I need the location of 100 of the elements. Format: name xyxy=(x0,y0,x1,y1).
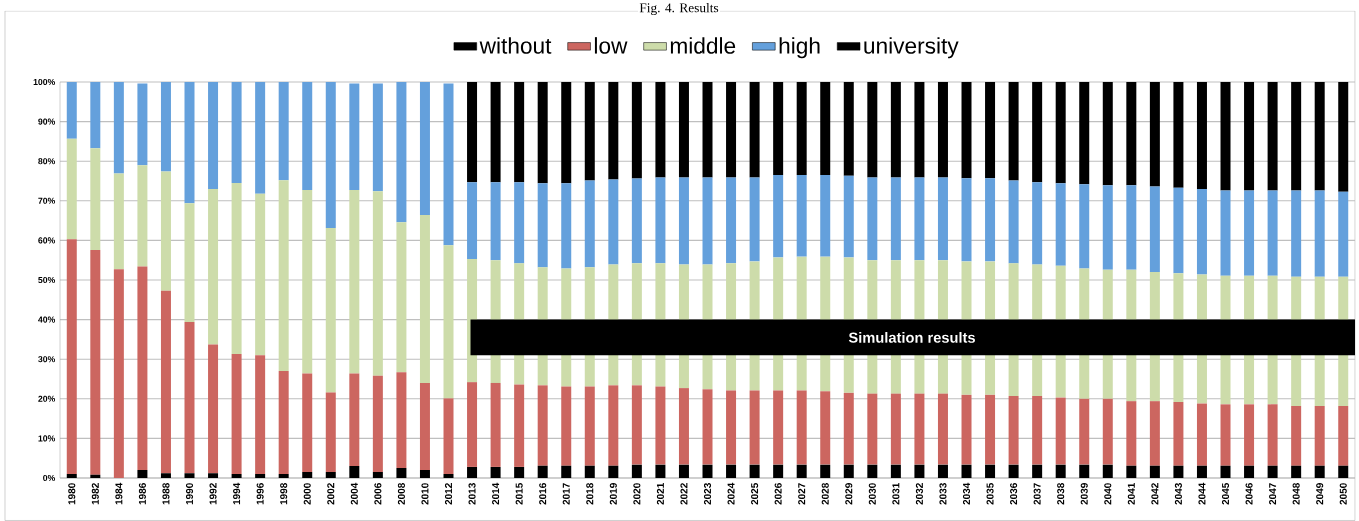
bar xyxy=(1244,465,1255,478)
bar xyxy=(1055,397,1066,465)
x-tick-label: 1990 xyxy=(185,483,194,505)
bar xyxy=(255,82,266,194)
bar xyxy=(514,384,525,467)
bar xyxy=(231,82,242,183)
bar xyxy=(937,464,948,478)
bar xyxy=(537,465,548,478)
x-tick-label: 2022 xyxy=(680,483,688,505)
bar xyxy=(514,466,525,478)
y-tick-label: 50% xyxy=(38,276,56,284)
bar xyxy=(631,464,642,478)
bar xyxy=(914,82,925,178)
bar xyxy=(1126,82,1137,186)
x-tick-label: 2015 xyxy=(515,482,523,505)
bar xyxy=(843,82,854,176)
bar xyxy=(1267,465,1278,478)
bar xyxy=(302,472,313,478)
bar xyxy=(160,290,171,474)
bar xyxy=(985,82,996,179)
x-tick-label: 2032 xyxy=(915,483,923,505)
bar xyxy=(1314,465,1325,478)
bar xyxy=(1032,182,1043,265)
bar xyxy=(419,215,430,383)
bar xyxy=(1173,187,1184,274)
bar xyxy=(514,182,525,264)
x-tick-label: 2027 xyxy=(798,483,806,505)
bar xyxy=(678,464,689,478)
bar xyxy=(278,474,289,478)
x-tick-label: 1982 xyxy=(91,483,99,505)
bar xyxy=(890,464,901,478)
bar xyxy=(372,83,383,192)
y-tick-label: 60% xyxy=(38,237,56,244)
bar xyxy=(749,82,760,178)
x-tick-label: 1988 xyxy=(162,483,170,505)
bar xyxy=(914,177,925,261)
bar xyxy=(1008,396,1019,465)
bar xyxy=(1291,405,1302,466)
bar xyxy=(773,464,784,478)
bar xyxy=(1314,190,1325,277)
bar xyxy=(1196,403,1207,466)
bar xyxy=(584,465,595,478)
chart-title: Fig. 4. Results xyxy=(639,2,719,16)
bar xyxy=(678,177,689,265)
bar xyxy=(1055,82,1066,184)
bar xyxy=(749,177,760,262)
bar xyxy=(1173,82,1184,188)
bar xyxy=(796,175,807,257)
bar xyxy=(655,177,666,264)
bar xyxy=(702,82,713,178)
bar xyxy=(349,373,360,467)
bar xyxy=(1196,188,1207,275)
x-tick-label: 2043 xyxy=(1174,483,1182,505)
bar xyxy=(749,464,760,478)
bar xyxy=(490,182,501,261)
bar xyxy=(867,464,878,478)
x-tick-label: 2016 xyxy=(539,483,547,505)
bar xyxy=(655,464,666,478)
bar xyxy=(820,175,831,257)
bar xyxy=(537,82,548,184)
y-tick-label: 40% xyxy=(38,316,56,323)
bar xyxy=(325,82,336,229)
bar xyxy=(1338,465,1349,478)
bar xyxy=(302,190,313,374)
bar xyxy=(631,82,642,179)
bar xyxy=(867,177,878,261)
bar xyxy=(1267,404,1278,466)
x-tick-label: 2008 xyxy=(397,483,405,505)
legend-label: university xyxy=(864,37,959,59)
x-tick-label: 2049 xyxy=(1316,483,1324,505)
bar xyxy=(66,138,77,240)
y-tick-label: 70% xyxy=(38,197,56,204)
bar xyxy=(820,464,831,478)
bar xyxy=(1244,190,1255,276)
bar xyxy=(631,178,642,264)
bar xyxy=(867,82,878,178)
bar xyxy=(961,394,972,465)
bar xyxy=(278,180,289,372)
x-tick-label: 1998 xyxy=(280,483,288,505)
bar xyxy=(443,474,454,478)
x-tick-label: 2020 xyxy=(633,483,641,505)
x-tick-label: 2000 xyxy=(303,483,311,505)
bar xyxy=(1008,82,1019,181)
bar xyxy=(1055,464,1066,478)
bar xyxy=(160,82,171,172)
bar xyxy=(1032,82,1043,183)
x-tick-label: 2019 xyxy=(609,483,617,505)
bar xyxy=(537,183,548,268)
bar xyxy=(1102,185,1113,270)
bar xyxy=(702,464,713,478)
bar xyxy=(1032,464,1043,478)
y-tick-label: 0% xyxy=(43,474,56,482)
bar xyxy=(66,239,77,475)
x-tick-label: 2048 xyxy=(1292,483,1300,505)
bar xyxy=(490,82,501,183)
y-tick-label: 80% xyxy=(38,158,56,165)
bar xyxy=(467,182,478,260)
bar xyxy=(985,178,996,262)
legend-label: middle xyxy=(670,37,736,54)
bar xyxy=(1196,82,1207,189)
